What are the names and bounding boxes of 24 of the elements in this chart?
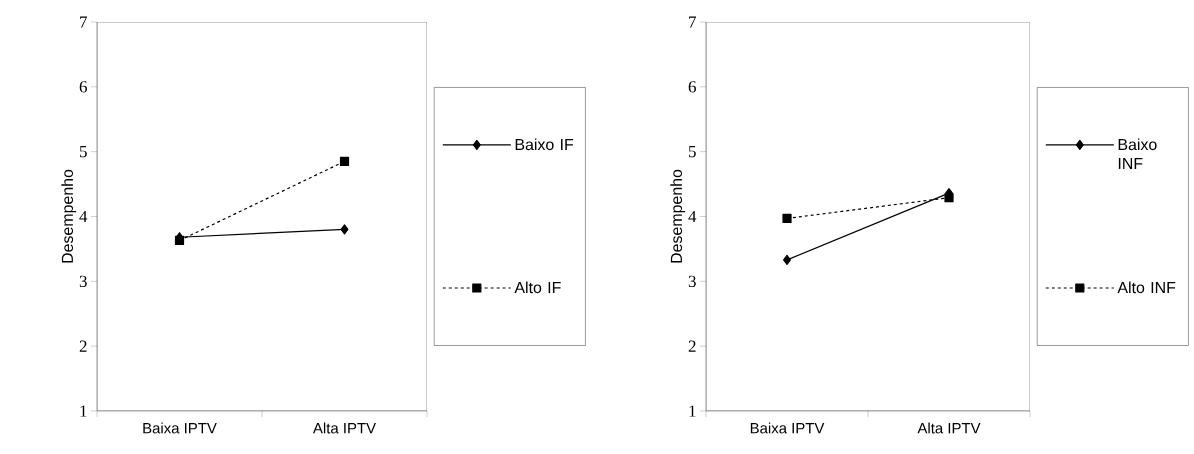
x-tick-label: Baixa IPTV <box>143 422 217 434</box>
x-tick-label: Alta IPTV <box>917 422 981 434</box>
legend-label: Baixo INF <box>1118 138 1157 169</box>
y-tick-label: 2 <box>688 340 696 352</box>
y-tick-label: 4 <box>79 210 88 223</box>
legend-label: Baixo IF <box>515 138 574 151</box>
y-tick-label: 7 <box>80 16 88 28</box>
y-tick-label: 4 <box>688 210 697 223</box>
y-axis-title: Desempenho <box>670 169 686 263</box>
y-tick-label: 3 <box>79 275 87 288</box>
legend-label: Alto IF <box>514 281 561 294</box>
y-tick-label: 3 <box>688 275 696 288</box>
y-tick-label: 6 <box>79 81 87 93</box>
y-axis-title: Desempenho <box>61 169 77 263</box>
y-tick-label: 6 <box>688 81 696 93</box>
y-tick-label: 5 <box>80 146 87 158</box>
x-tick-label: Baixa IPTV <box>750 422 825 434</box>
legend-label: Alto INF <box>1117 281 1176 294</box>
y-tick-label: 1 <box>80 405 87 417</box>
x-tick-label: Alta IPTV <box>312 422 376 434</box>
y-tick-label: 7 <box>689 16 697 28</box>
y-tick-label: 5 <box>689 146 696 158</box>
y-tick-label: 2 <box>79 340 87 352</box>
y-tick-label: 1 <box>689 405 696 417</box>
